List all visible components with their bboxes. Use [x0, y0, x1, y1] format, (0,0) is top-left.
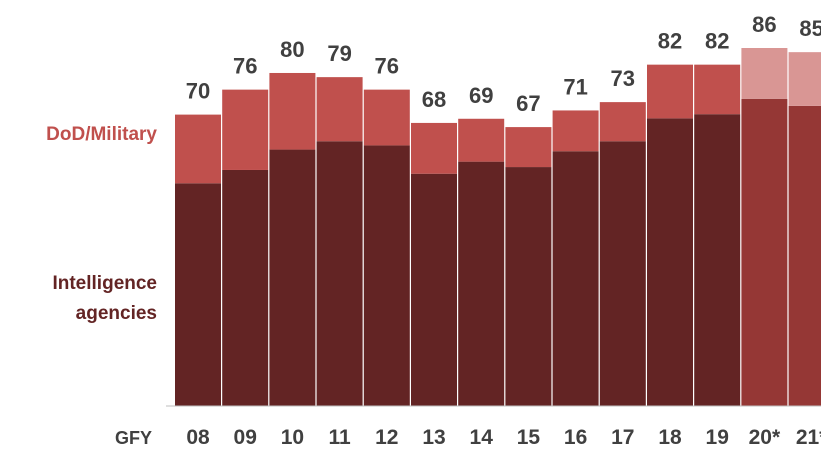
bar-intelligence-18 [647, 118, 693, 406]
bar-military-08 [175, 114, 221, 184]
x-tick-label-09: 09 [234, 426, 257, 449]
x-tick-label-13: 13 [422, 426, 445, 449]
legend-label-intelligence-line1: Intelligence [52, 273, 157, 294]
x-tick-label-15: 15 [517, 426, 541, 449]
x-tick-label-17: 17 [611, 426, 634, 449]
bar-intelligence-17 [599, 141, 646, 406]
legend-label-dod-military: DoD/Military [46, 124, 157, 145]
bar-military-19 [694, 64, 741, 115]
bar-intelligence-19 [694, 114, 741, 407]
bar-military-09 [222, 89, 269, 170]
bar-military-11 [316, 77, 363, 142]
x-axis-title: GFY [115, 428, 152, 448]
bar-military-12 [363, 89, 410, 146]
bar-military-15 [505, 127, 552, 168]
bars-group [175, 48, 821, 407]
legend-label-intelligence-line2: agencies [76, 303, 157, 324]
total-label-13: 68 [422, 87, 446, 112]
total-label-10: 80 [280, 37, 304, 62]
bar-intelligence-11 [316, 141, 363, 406]
bar-military-21-proj [788, 52, 821, 106]
x-tick-label-16: 16 [564, 426, 587, 449]
total-label-17: 73 [611, 66, 635, 91]
total-label-15: 67 [516, 91, 540, 116]
bar-intelligence-16 [552, 151, 599, 406]
x-tick-label-12: 12 [375, 426, 398, 449]
x-tick-label-19: 19 [706, 426, 729, 449]
x-tick-label-21-proj: 21* [796, 426, 821, 449]
total-label-20-proj: 86 [752, 12, 776, 37]
x-tick-labels-group: 08 09 10 11 12 13 14 15 16 17 18 19 20* 21* [186, 426, 821, 449]
bar-intelligence-15 [505, 167, 552, 406]
total-label-19: 82 [705, 29, 729, 54]
bar-intelligence-09 [222, 169, 269, 406]
total-label-09: 76 [233, 54, 257, 79]
total-label-16: 71 [563, 74, 587, 99]
bar-military-16 [552, 110, 599, 152]
bar-intelligence-14 [458, 161, 505, 406]
x-tick-label-14: 14 [470, 426, 494, 449]
bar-intelligence-08 [175, 183, 221, 406]
x-tick-label-08: 08 [186, 426, 210, 449]
bar-intelligence-21-proj [788, 105, 821, 406]
x-tick-label-18: 18 [658, 426, 682, 449]
total-label-14: 69 [469, 83, 493, 108]
total-labels-group: 70 76 80 79 76 68 69 67 71 73 82 82 86 85 [186, 12, 821, 116]
x-tick-label-20-proj: 20* [749, 426, 781, 449]
x-tick-label-10: 10 [281, 426, 304, 449]
bar-intelligence-20-proj [741, 98, 788, 407]
bar-military-10 [269, 72, 316, 150]
total-label-21-proj: 85 [799, 16, 821, 41]
bar-military-18 [647, 64, 693, 119]
total-label-12: 76 [375, 54, 399, 79]
bar-military-20-proj [741, 48, 788, 99]
bar-military-13 [411, 122, 457, 174]
bar-military-17 [599, 102, 646, 142]
total-label-08: 70 [186, 79, 210, 104]
bar-military-14 [458, 118, 505, 162]
bar-intelligence-12 [363, 145, 410, 406]
bar-intelligence-10 [269, 149, 316, 407]
total-label-18: 82 [658, 29, 682, 54]
x-tick-label-11: 11 [328, 426, 351, 449]
bar-intelligence-13 [411, 173, 457, 406]
total-label-11: 79 [327, 41, 351, 66]
